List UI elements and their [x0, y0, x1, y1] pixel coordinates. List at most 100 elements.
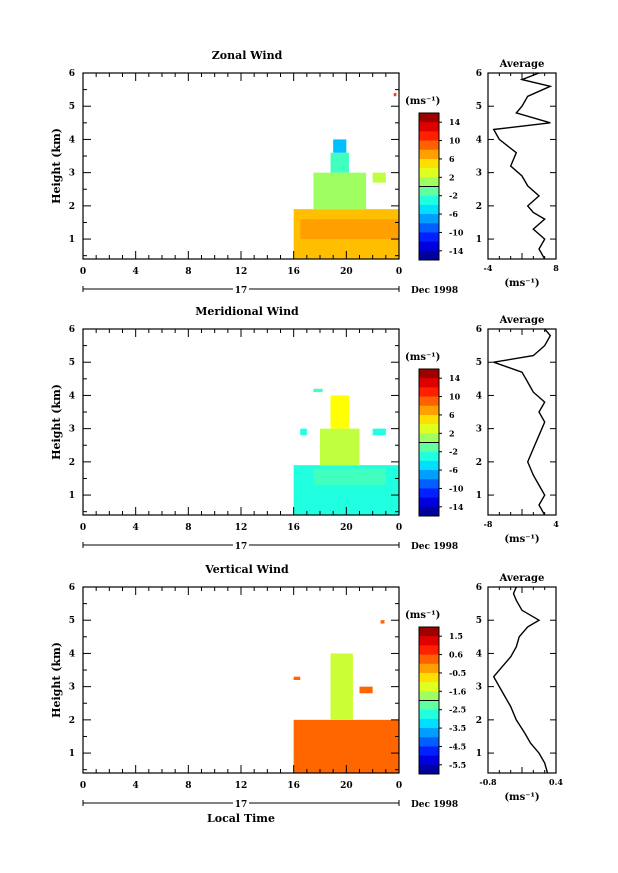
colorbar-tick-label: -4.5: [449, 741, 466, 751]
y-tick-label: 1: [69, 491, 75, 501]
colorbar-tick-label: -2: [449, 447, 458, 457]
colorbar-swatch: [419, 232, 439, 243]
data-cell: [313, 172, 367, 210]
x-tick-label: 0: [80, 781, 86, 791]
colorbar-tick-label: -2: [449, 191, 458, 201]
colorbar-swatch: [419, 442, 439, 453]
x-tick-label: 0: [80, 267, 86, 277]
average-x-tick-label: -0.8: [479, 777, 497, 787]
colorbar-swatch: [419, 691, 439, 701]
y-tick-label: 3: [69, 169, 75, 179]
colorbar-swatch: [419, 113, 439, 123]
average-frame: [487, 586, 557, 774]
colorbar-swatch: [419, 755, 439, 766]
data-cell: [293, 676, 301, 680]
x-tick-label: 12: [235, 267, 248, 277]
colorbar-swatch: [419, 140, 439, 151]
average-units: (ms⁻¹): [504, 792, 539, 803]
average-x-tick-label: 8: [553, 263, 559, 273]
y-tick-label: 1: [69, 749, 75, 759]
y-axis-label: Height (km): [50, 128, 63, 204]
panel-title: Zonal Wind: [212, 49, 283, 62]
x-tick-label: 0: [80, 523, 86, 533]
data-cell: [313, 388, 323, 393]
average-x-tick-label: -4: [484, 263, 493, 273]
colorbar-swatch: [419, 241, 439, 252]
y-axis-label: Height (km): [50, 642, 63, 718]
colorbar-swatch: [419, 479, 439, 489]
colorbar-tick-label: 1.5: [449, 631, 463, 641]
date-label: Dec 1998: [411, 286, 458, 296]
y-tick-label: 5: [69, 358, 75, 368]
average-title: Average: [499, 573, 545, 584]
colorbar-swatch: [419, 250, 439, 261]
colorbar-tick-label: 14: [449, 117, 461, 127]
average-y-tick-label: 3: [476, 169, 482, 179]
colorbar-tick-label: -6: [449, 465, 458, 475]
colorbar-swatch: [419, 378, 439, 388]
panel-title: Vertical Wind: [204, 563, 289, 576]
average-y-tick-label: 3: [476, 683, 482, 693]
data-cell: [372, 428, 386, 436]
x-tick-label: 20: [340, 523, 353, 533]
average-y-tick-label: 6: [476, 583, 482, 593]
y-tick-label: 4: [69, 135, 75, 145]
average-y-tick-label: 4: [476, 135, 482, 145]
colorbar-tick-label: -14: [449, 246, 464, 256]
colorbar-swatch: [419, 122, 439, 132]
colorbar-swatch: [419, 506, 439, 517]
x-tick-label: 8: [185, 781, 191, 791]
colorbar-swatch: [419, 746, 439, 757]
colorbar-swatch: [419, 387, 439, 398]
colorbar-swatch: [419, 223, 439, 233]
colorbar-swatch: [419, 369, 439, 379]
colorbar-tick-label: 2: [449, 428, 455, 438]
x-tick-label: 4: [133, 781, 139, 791]
average-profile-line: [493, 328, 552, 516]
data-cell: [393, 92, 397, 97]
colorbar-swatch: [419, 654, 439, 665]
average-units: (ms⁻¹): [504, 534, 539, 545]
average-y-tick-label: 4: [476, 649, 482, 659]
colorbar-swatch: [419, 186, 439, 197]
colorbar-tick-label: -14: [449, 502, 464, 512]
average-units: (ms⁻¹): [504, 278, 539, 289]
colorbar-tick-label: 10: [449, 136, 461, 146]
x-tick-label: 20: [340, 267, 353, 277]
x-tick-label: 8: [185, 523, 191, 533]
average-profile-line: [492, 72, 553, 260]
x-tick-label: 12: [235, 781, 248, 791]
average-y-tick-label: 3: [476, 425, 482, 435]
colorbar-swatch: [419, 414, 439, 425]
y-tick-label: 6: [69, 69, 75, 79]
average-y-tick-label: 4: [476, 391, 482, 401]
colorbar-tick-label: 2: [449, 172, 455, 182]
colorbar-swatch: [419, 636, 439, 646]
y-tick-label: 5: [69, 616, 75, 626]
average-y-tick-label: 5: [476, 616, 482, 626]
colorbar-swatch: [419, 718, 439, 729]
x-tick-label: 16: [287, 267, 300, 277]
colorbar-swatch: [419, 672, 439, 683]
colorbar-tick-label: 6: [449, 410, 455, 420]
y-tick-label: 2: [69, 202, 75, 212]
average-y-tick-label: 5: [476, 102, 482, 112]
date-label: Dec 1998: [411, 542, 458, 552]
x-tick-label: 4: [133, 523, 139, 533]
date-day: 17: [235, 800, 248, 810]
x-tick-label: 0: [396, 781, 402, 791]
colorbar-swatch: [419, 460, 439, 471]
average-profile-line: [492, 586, 549, 774]
average-y-tick-label: 6: [476, 325, 482, 335]
date-bar-gap: [233, 539, 249, 551]
data-cell: [300, 219, 399, 240]
colorbar-tick-label: -1.6: [449, 686, 467, 696]
colorbar-swatch: [419, 168, 439, 178]
colorbar-tick-label: -0.5: [449, 668, 466, 678]
colorbar-swatch: [419, 158, 439, 169]
colorbar-swatch: [419, 737, 439, 747]
